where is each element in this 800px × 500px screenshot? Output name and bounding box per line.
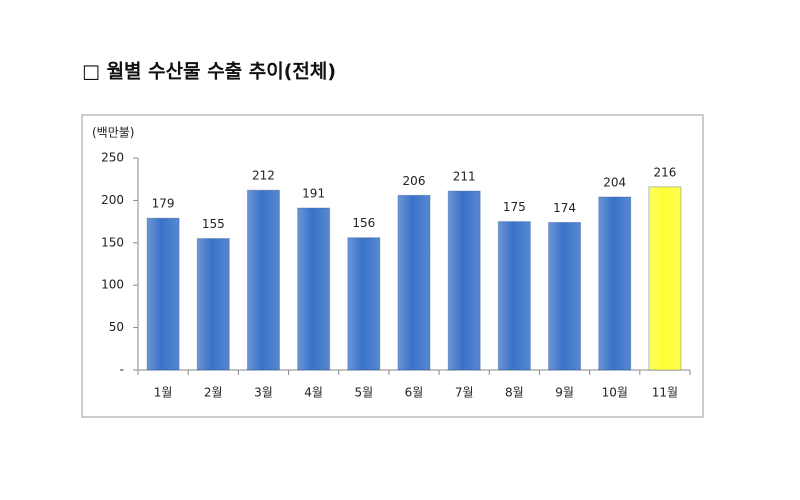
value-label: 212 [252,169,275,183]
value-label: 175 [503,200,526,214]
bar [297,207,331,371]
value-label: 179 [152,197,175,211]
bar [447,190,481,371]
x-tick-label: 5월 [354,386,373,400]
x-tick-label: 9월 [555,386,574,400]
x-tick-label: 6월 [405,386,424,400]
value-label: 174 [553,201,576,215]
y-tick-label: 200 [101,193,124,207]
chart-title: □ 월별 수산물 수출 추이(전체) [82,61,336,83]
value-label: 156 [352,216,375,230]
x-tick-label: 11월 [652,386,678,400]
bar [497,221,531,371]
y-tick-label: 150 [101,235,124,249]
bar [146,217,180,371]
bar [347,237,381,371]
x-tick-label: 3월 [254,386,273,400]
bar [648,186,682,371]
value-label: 206 [403,174,426,188]
bar [196,238,230,371]
y-tick-label: 250 [101,151,124,165]
y-tick-label: - [120,363,124,377]
value-label: 155 [202,217,225,231]
x-tick-label: 2월 [204,386,223,400]
y-tick-label: 50 [109,320,124,334]
x-tick-label: 10월 [602,386,628,400]
value-label: 191 [302,187,325,201]
x-tick-label: 4월 [304,386,323,400]
value-label: 204 [603,176,626,190]
x-tick-label: 1월 [154,386,173,400]
x-tick-label: 7월 [455,386,474,400]
bar [598,196,632,371]
bar [397,194,431,371]
y-axis-label: (백만불) [92,126,134,140]
bar [548,221,582,371]
bar [246,189,280,371]
value-label: 216 [653,165,676,179]
y-tick-label: 100 [101,278,124,292]
x-tick-label: 8월 [505,386,524,400]
value-label: 211 [453,170,476,184]
